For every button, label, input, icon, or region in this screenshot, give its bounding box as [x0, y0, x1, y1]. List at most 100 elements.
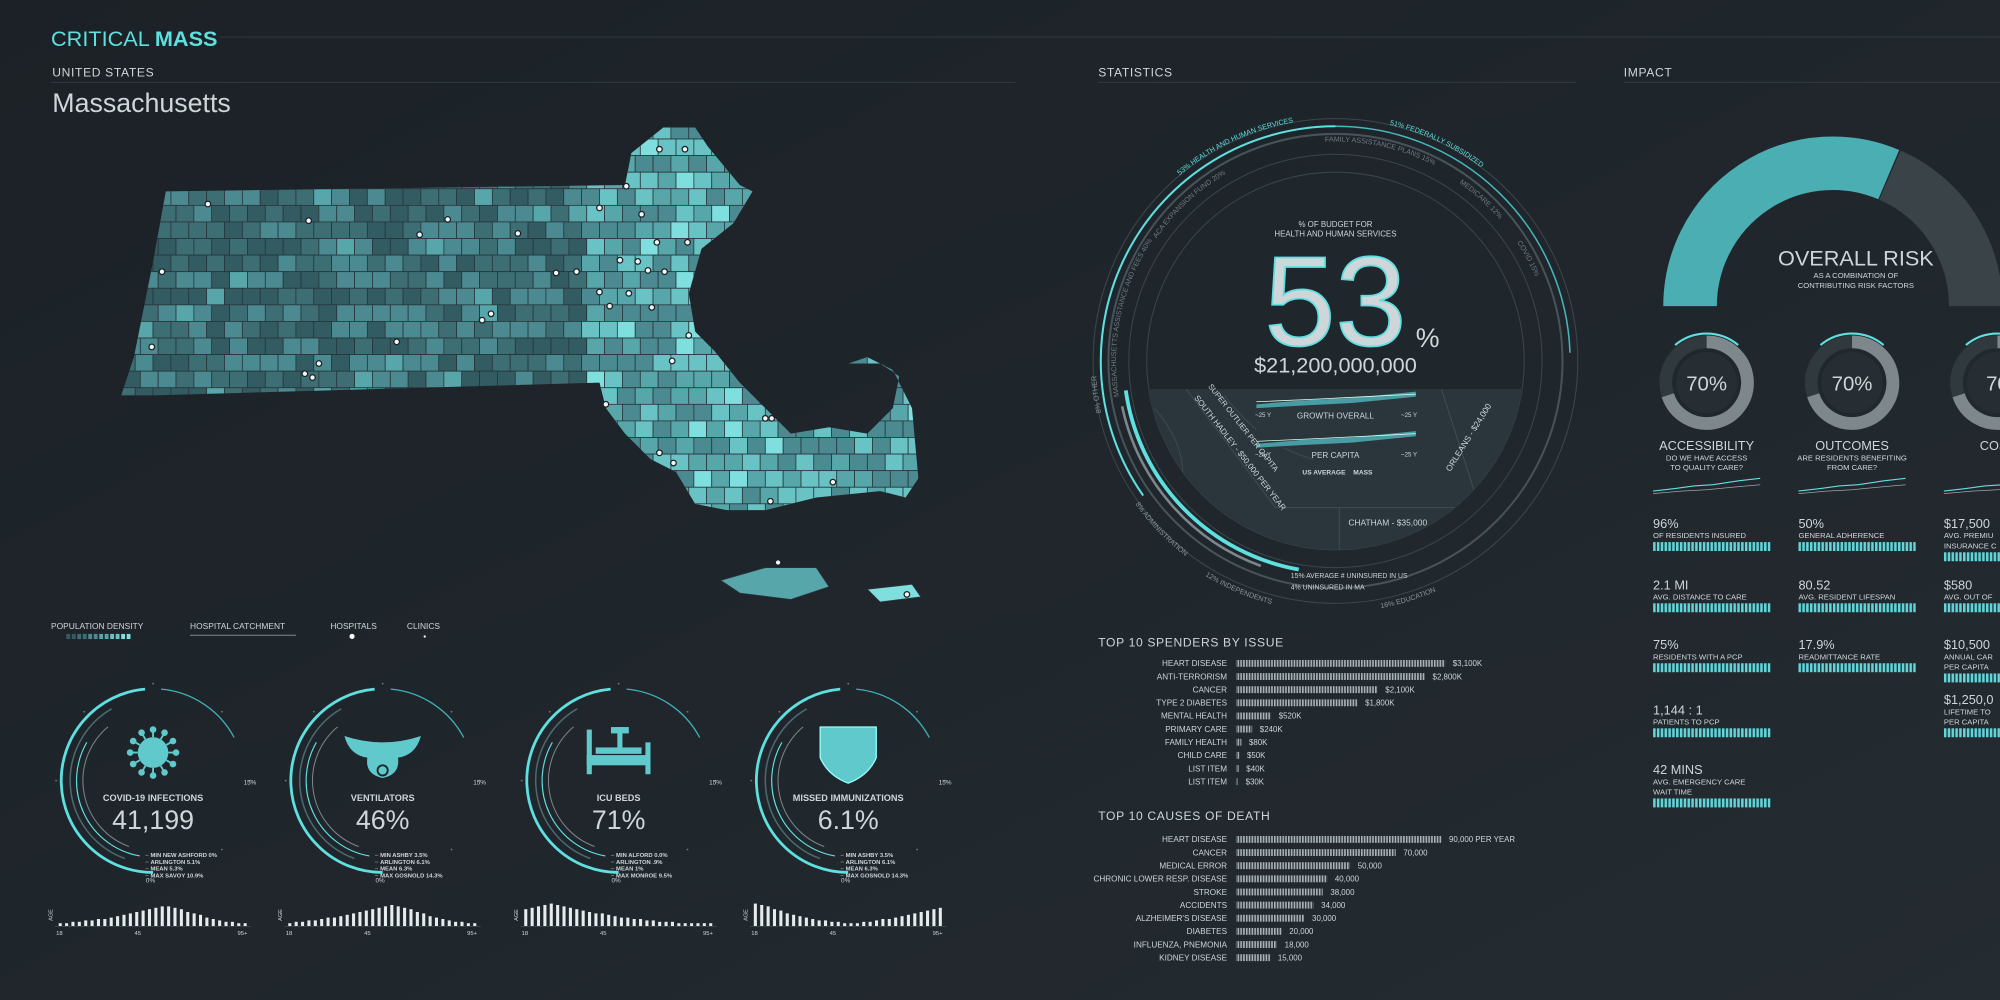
legend-us: US AVERAGE	[1302, 469, 1346, 476]
metric-value: 80.52	[1798, 577, 1830, 592]
age-tick: 18	[286, 931, 293, 937]
town	[264, 204, 284, 223]
town	[193, 304, 213, 322]
age-bar	[154, 907, 158, 927]
factor-sparkline	[1652, 477, 1761, 492]
gauge-tick	[312, 710, 315, 713]
age-bar	[670, 921, 674, 927]
town	[247, 271, 266, 289]
town	[818, 437, 838, 455]
uninsured: 4% UNINSURED IN MA	[1291, 584, 1365, 591]
town	[402, 321, 422, 339]
age-bar	[122, 914, 126, 927]
risk-subtitle: AS A COMBINATION OF	[1813, 271, 1898, 280]
town	[170, 321, 190, 339]
metric-bar	[1798, 603, 1916, 613]
age-bar	[135, 911, 139, 927]
town	[527, 221, 547, 239]
gauge-arc	[771, 742, 836, 857]
town	[229, 370, 248, 389]
town	[282, 337, 302, 355]
gauge-value: 71%	[592, 805, 646, 835]
list-name: CHRONIC LOWER RESP. DISEASE	[1093, 875, 1227, 884]
town	[729, 403, 748, 422]
town	[277, 188, 297, 206]
hospital-dot	[487, 310, 495, 318]
legend-label: HOSPITAL CATCHMENT	[190, 621, 285, 631]
town	[193, 204, 213, 223]
town	[474, 221, 493, 239]
list-name: FAMILY HEALTH	[1165, 738, 1227, 747]
age-bar	[128, 913, 132, 927]
town	[277, 221, 297, 239]
town	[693, 171, 713, 190]
town	[229, 304, 248, 322]
town	[866, 453, 886, 472]
age-bar	[792, 914, 796, 927]
town	[527, 254, 547, 273]
town	[331, 287, 350, 306]
list-value: $50K	[1247, 751, 1266, 760]
age-bar	[313, 920, 317, 927]
town	[711, 437, 730, 455]
town	[491, 354, 511, 372]
town	[693, 403, 713, 422]
town	[586, 337, 605, 355]
list-value: $520K	[1279, 712, 1303, 721]
icon	[159, 732, 166, 740]
town	[741, 453, 761, 472]
age-tick: 95+	[467, 931, 478, 937]
list-bar	[1235, 954, 1271, 962]
gauge-tick	[221, 848, 223, 851]
town	[247, 238, 266, 256]
town	[706, 387, 725, 405]
town	[188, 321, 208, 339]
town	[634, 354, 654, 372]
range-label: ~25 Y	[1401, 412, 1417, 419]
age-bar	[90, 920, 94, 927]
town	[724, 387, 743, 405]
town	[264, 337, 284, 355]
town	[175, 271, 195, 289]
list-bar	[1235, 862, 1351, 870]
gauge-tick	[548, 710, 551, 713]
hospital-dot	[416, 231, 424, 239]
age-bar	[906, 914, 910, 927]
town	[224, 188, 243, 206]
spark-line	[1256, 393, 1416, 403]
town	[407, 304, 427, 322]
town	[599, 188, 618, 206]
age-bar	[779, 910, 783, 927]
town	[407, 204, 427, 223]
town	[563, 254, 583, 273]
hospital-dot	[768, 414, 776, 422]
town	[491, 188, 511, 206]
gauge-tick	[944, 779, 947, 782]
town	[211, 238, 230, 256]
town	[581, 354, 600, 372]
list-bar	[1235, 725, 1253, 733]
list-value: 90,000 PER YEAR	[1449, 835, 1515, 844]
age-bar	[390, 904, 394, 927]
age-bar	[530, 907, 534, 927]
town	[295, 287, 315, 306]
icon	[132, 740, 141, 746]
town	[224, 254, 243, 273]
age-bar	[96, 919, 100, 927]
gauge-stat: ARLINGTON 6.1%	[380, 860, 430, 866]
scale-label: 0%	[611, 878, 621, 885]
town	[813, 453, 833, 472]
town	[497, 238, 516, 256]
town	[634, 221, 654, 239]
breakdown-divider	[1185, 388, 1481, 550]
town	[295, 321, 315, 339]
hospital-dot	[681, 145, 689, 153]
town	[349, 321, 368, 339]
town	[438, 354, 458, 372]
list-name: LIST ITEM	[1188, 777, 1227, 786]
gauge	[344, 735, 421, 779]
gauge-tick	[916, 710, 918, 713]
hospital-dot	[625, 289, 633, 297]
town	[872, 437, 891, 455]
